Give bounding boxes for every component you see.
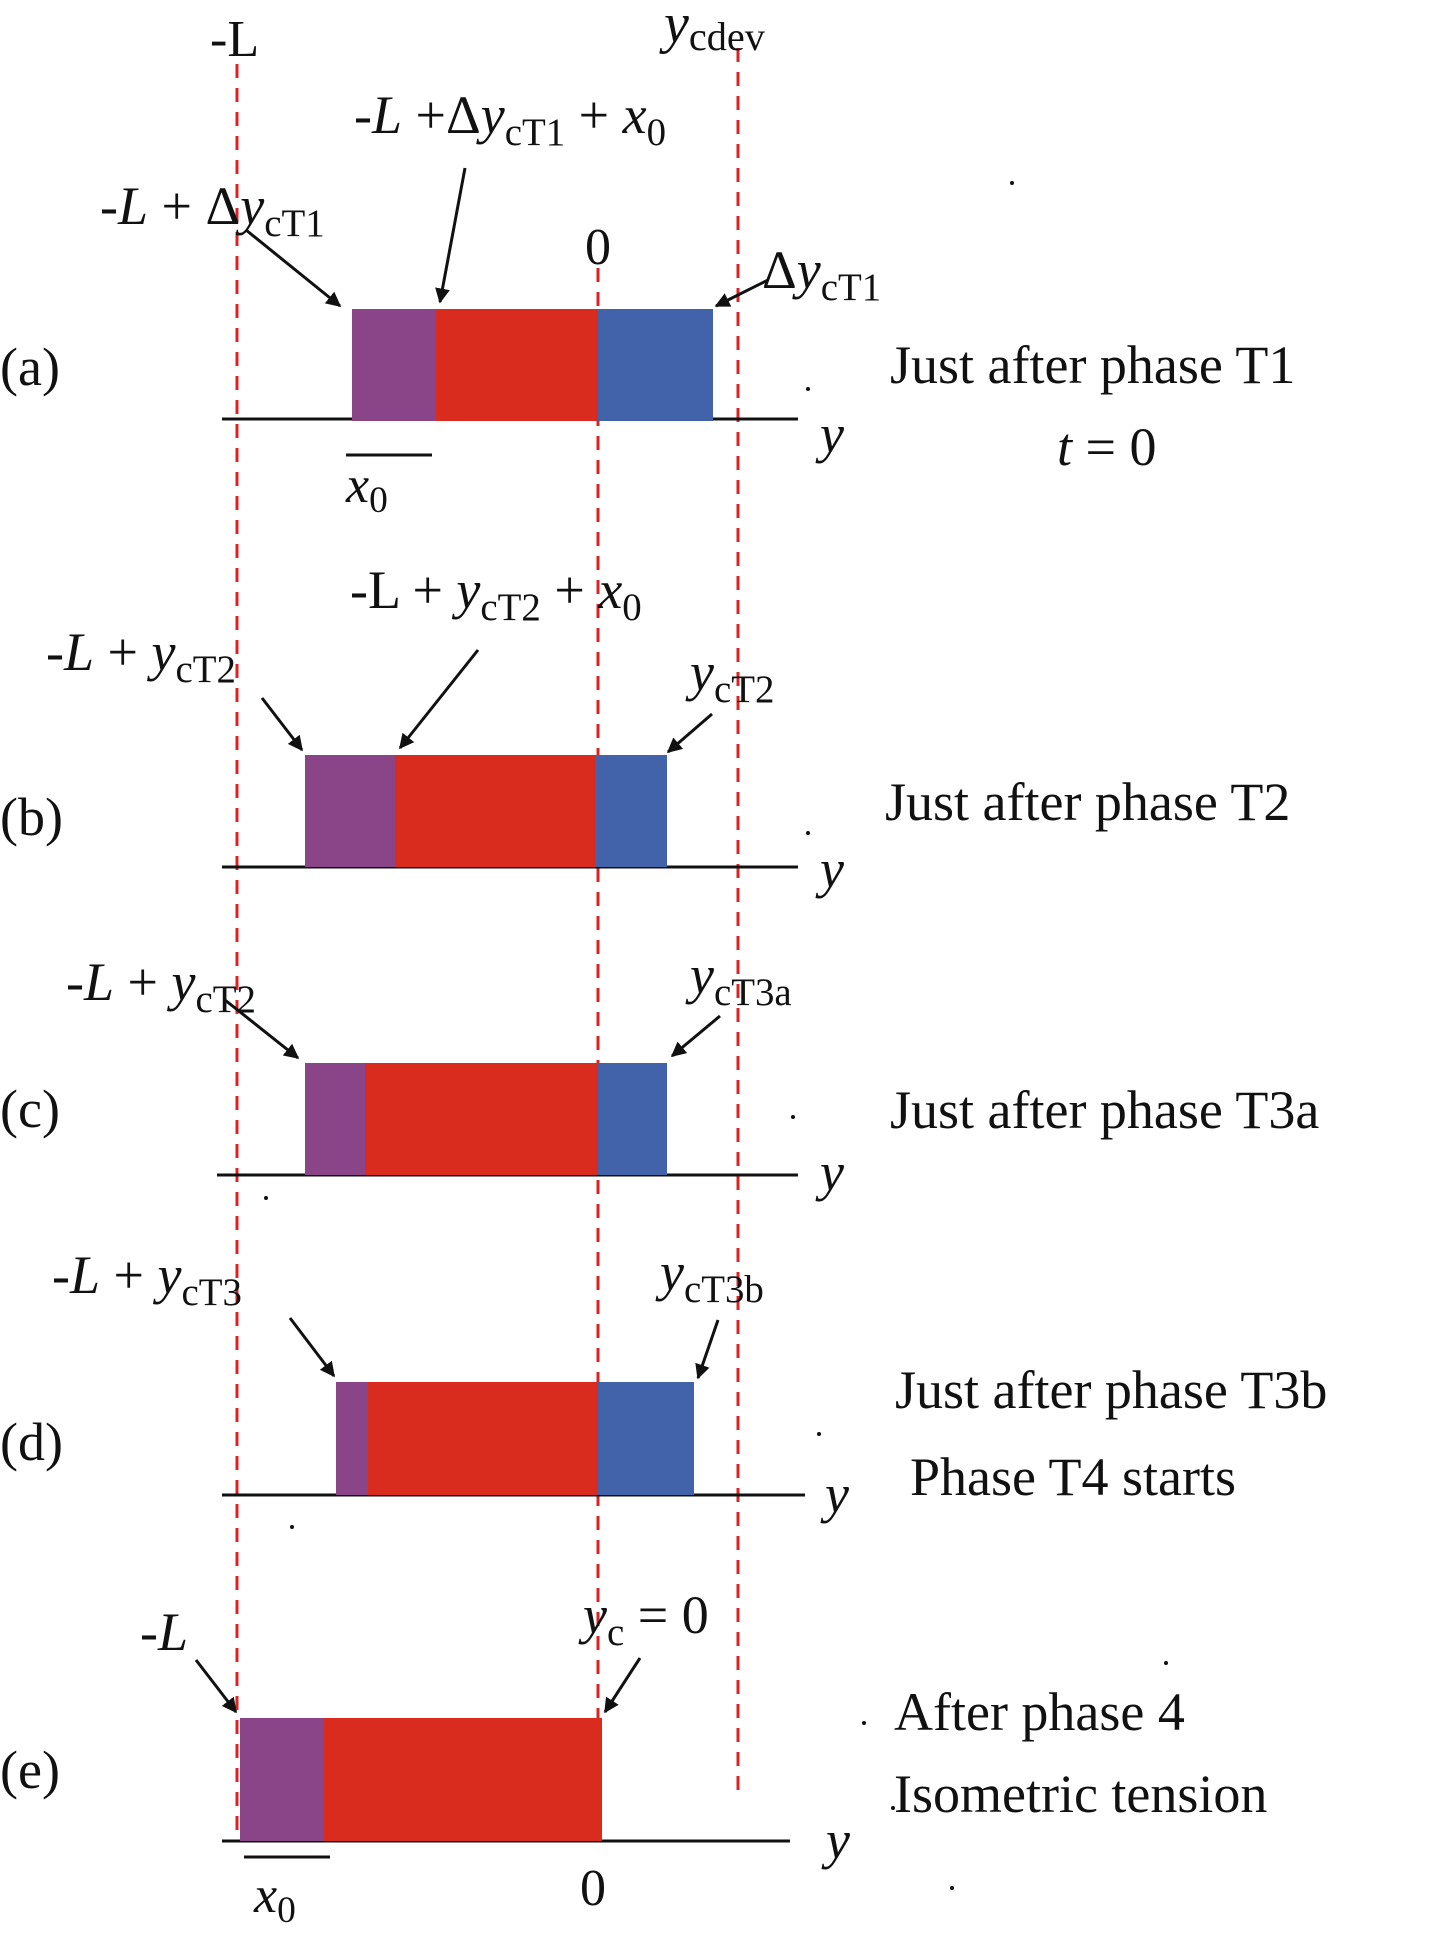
axis-label-e: y <box>821 1810 850 1870</box>
caption2-e: Isometric tension <box>894 1764 1267 1824</box>
caption-e: After phase 4 <box>894 1682 1185 1742</box>
panel-b: (b) y -L + ycT2 + x0 -L + ycT2 ycT2 Just… <box>0 560 1290 899</box>
dot <box>806 831 810 835</box>
left-edge-label-c: -L + ycT2 <box>66 952 256 1021</box>
segment-red-b <box>395 755 595 867</box>
mid-edge-arrow-a <box>435 167 467 304</box>
caption-b: Just after phase T2 <box>885 772 1290 832</box>
dot <box>1164 1661 1168 1665</box>
panel-e: (e) y x0 0 -L yc = 0 After phase 4 Isome… <box>0 1585 1267 1931</box>
dot <box>862 1721 866 1725</box>
dot <box>264 1196 268 1200</box>
dot <box>806 387 810 391</box>
segment-red-c <box>365 1063 598 1175</box>
panel-label-e: (e) <box>0 1740 60 1800</box>
segment-blue-b <box>595 755 667 867</box>
caption-a: Just after phase T1 <box>890 335 1295 395</box>
panel-label-a: (a) <box>0 337 60 397</box>
segment-purple-e <box>240 1718 324 1841</box>
panel-d: (d) y -L + ycT3 ycT3b Just after phase T… <box>0 1242 1327 1524</box>
axis-label-c: y <box>815 1142 844 1202</box>
left-edge-label-e: -L <box>140 1602 188 1662</box>
x0-label-e: x0 <box>253 1867 296 1931</box>
caption-c: Just after phase T3a <box>890 1080 1319 1140</box>
left-edge-arrow-e <box>194 1659 238 1714</box>
x0-label-a: x0 <box>345 457 388 521</box>
segment-blue-a <box>598 309 713 421</box>
left-edge-arrow-d <box>288 1317 336 1378</box>
right-edge-arrow-d <box>695 1319 720 1380</box>
dashed-guides <box>235 48 740 1840</box>
dot <box>891 1806 895 1810</box>
axis-label-b: y <box>815 839 844 899</box>
zero-label-e: 0 <box>580 1860 606 1917</box>
right-edge-label-d: ycT3b <box>655 1242 764 1311</box>
panel-c: (c) y -L + ycT2 ycT3a Just after phase T… <box>0 945 1319 1202</box>
dot <box>290 1525 294 1529</box>
top-label-ycdev: ycdev <box>659 0 766 59</box>
right-edge-label-b: ycT2 <box>685 642 774 711</box>
left-edge-arrow-c <box>224 998 300 1060</box>
left-edge-label-b: -L + ycT2 <box>46 622 236 691</box>
right-edge-arrow-b <box>666 712 713 754</box>
panel-a: (a) y x0 -L + ΔycT1 -L +ΔycT1 + x0 0 Δyc… <box>0 85 1295 521</box>
right-edge-arrow-c <box>670 1014 721 1058</box>
zero-label-a: 0 <box>585 219 611 276</box>
segment-red-a <box>436 309 598 421</box>
left-edge-arrow-a <box>245 228 342 308</box>
mid-edge-arrow-b <box>398 649 480 750</box>
dot <box>950 1886 954 1890</box>
stray-dots <box>264 181 1168 1890</box>
dot <box>1010 181 1014 185</box>
segment-purple-b <box>305 755 395 867</box>
segment-purple-d <box>336 1382 368 1495</box>
dot <box>791 1115 795 1119</box>
segment-red-d <box>368 1382 598 1495</box>
mid-edge-label-a: -L +ΔycT1 + x0 <box>354 85 666 154</box>
segment-blue-c <box>598 1063 667 1175</box>
caption-d: Just after phase T3b <box>895 1360 1327 1420</box>
right-edge-label-c: ycT3a <box>685 945 792 1014</box>
right-edge-label-a: ΔycT1 <box>762 240 881 309</box>
axis-label-a: y <box>815 404 844 464</box>
left-edge-arrow-b <box>260 697 304 752</box>
panel-label-d: (d) <box>0 1412 63 1472</box>
caption2-d: Phase T4 starts <box>910 1447 1236 1507</box>
segment-purple-c <box>305 1063 365 1175</box>
panel-label-c: (c) <box>0 1079 60 1139</box>
segment-blue-d <box>598 1382 694 1495</box>
right-edge-arrow-a <box>714 278 769 308</box>
left-edge-label-d: -L + ycT3 <box>52 1245 242 1314</box>
segment-purple-a <box>352 309 436 421</box>
top-label-minus-L: -L <box>210 11 259 68</box>
caption2-a: t = 0 <box>1057 417 1156 477</box>
axis-label-d: y <box>820 1464 849 1524</box>
left-edge-label-a: -L + ΔycT1 <box>100 176 325 245</box>
right-edge-label-e: yc = 0 <box>578 1585 709 1654</box>
panel-label-b: (b) <box>0 787 63 847</box>
segment-red-e <box>324 1718 602 1841</box>
right-edge-arrow-e <box>603 1657 642 1714</box>
dot <box>817 1432 821 1436</box>
mid-edge-label-b: -L + ycT2 + x0 <box>350 560 642 629</box>
